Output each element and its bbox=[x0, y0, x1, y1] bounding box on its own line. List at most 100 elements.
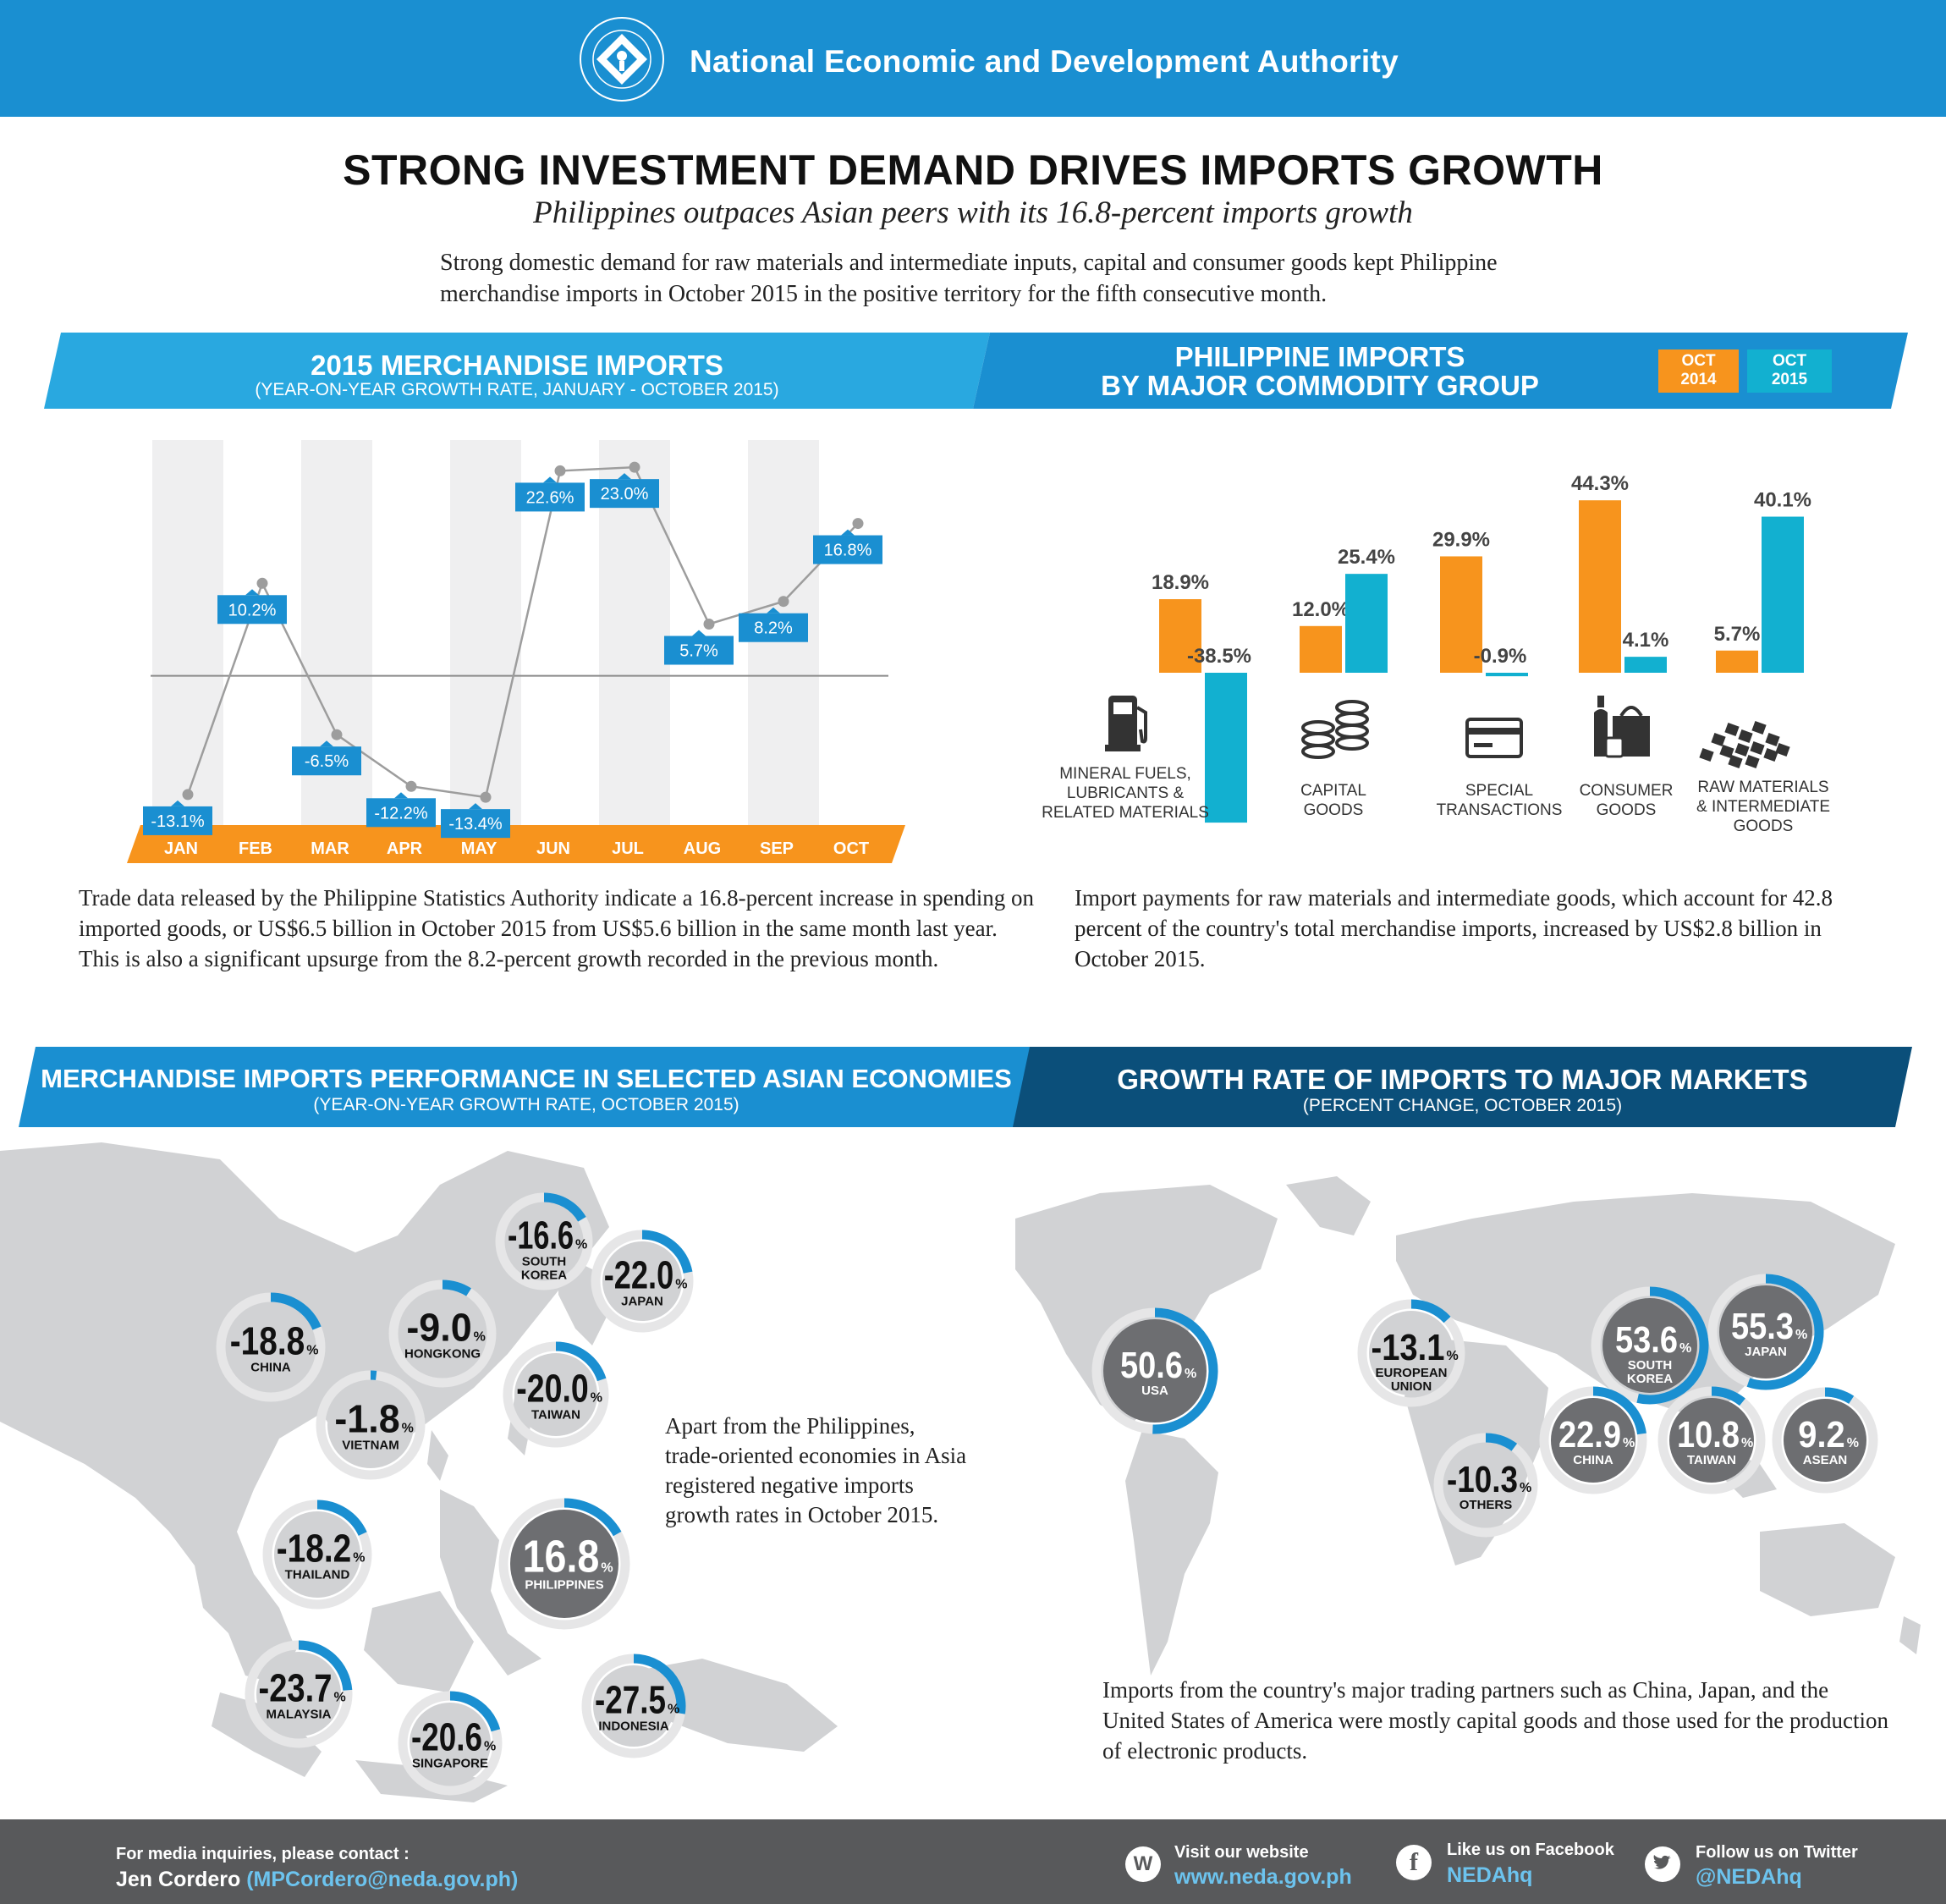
donut-arc bbox=[449, 1691, 501, 1732]
donut-japan: 55.3 % JAPAN bbox=[1707, 1274, 1824, 1390]
donut-core bbox=[1445, 1445, 1526, 1526]
donut-percent-sign: % bbox=[334, 1690, 346, 1704]
legend-2014-line2: 2014 bbox=[1680, 371, 1717, 388]
donut-core bbox=[1369, 1311, 1454, 1395]
category-label: CONSUMER bbox=[1580, 782, 1674, 800]
donut-indonesia: -27.5 % INDONESIA bbox=[581, 1654, 686, 1758]
page-subtitle: Philippines outpaces Asian peers with it… bbox=[533, 195, 1413, 230]
major-markets-text: Imports from the country's major trading… bbox=[1102, 1677, 1889, 1764]
x-tick-label: JUN bbox=[536, 839, 570, 858]
donut-value: 50.6 bbox=[1120, 1345, 1183, 1386]
series-line bbox=[186, 465, 859, 799]
donut-core bbox=[593, 1665, 674, 1747]
category-label: GOODS bbox=[1304, 801, 1364, 819]
category-label: MINERAL FUELS, bbox=[1059, 765, 1191, 783]
donut-arc bbox=[270, 1292, 322, 1330]
column-stripe bbox=[152, 440, 223, 825]
data-label-pointer bbox=[245, 589, 259, 596]
donut-china: -18.8 % CHINA bbox=[216, 1292, 326, 1402]
donut-arc bbox=[1746, 1274, 1824, 1390]
donut-percent-sign: % bbox=[1185, 1367, 1196, 1381]
donut-label: CHINA bbox=[250, 1360, 291, 1374]
category-label: GOODS bbox=[1734, 817, 1794, 835]
donut-percent-sign: % bbox=[1447, 1349, 1459, 1363]
twitter-link[interactable]: @NEDAhq bbox=[1696, 1865, 1802, 1889]
contact-email-link[interactable]: (MPCordero@neda.gov.ph) bbox=[246, 1868, 519, 1891]
donut-label: KOREA bbox=[1627, 1372, 1673, 1386]
legend-oct-2015: OCT 2015 bbox=[1747, 349, 1832, 393]
category-label: RELATED MATERIALS bbox=[1042, 804, 1209, 822]
data-label-box bbox=[366, 798, 436, 828]
donut-label: KOREA bbox=[521, 1268, 567, 1282]
donut-asean: 9.2 % ASEAN bbox=[1772, 1387, 1878, 1494]
data-label-box bbox=[813, 535, 882, 564]
facebook-link[interactable]: NEDAhq bbox=[1447, 1863, 1533, 1887]
commodity-chart-title-line1: PHILIPPINE IMPORTS bbox=[1174, 341, 1465, 372]
donut-core bbox=[602, 1241, 682, 1321]
imports-chart-header: 2015 MERCHANDISE IMPORTS (YEAR-ON-YEAR G… bbox=[44, 333, 990, 409]
legend-2015-line2: 2015 bbox=[1771, 371, 1808, 388]
donut-value: -1.8 bbox=[334, 1396, 399, 1440]
category-label: LUBRICANTS & bbox=[1067, 784, 1185, 802]
donut-percent-sign: % bbox=[1520, 1481, 1531, 1495]
donut-core bbox=[1602, 1298, 1697, 1393]
donut-arc bbox=[316, 1500, 367, 1537]
donut-label: JAPAN bbox=[1745, 1345, 1787, 1359]
donut-percent-sign: % bbox=[1679, 1341, 1691, 1356]
x-tick-label: MAY bbox=[461, 839, 497, 858]
bar-value-label: 5.7% bbox=[1714, 623, 1761, 646]
commodity-chart-title-line2: BY MAJOR COMMODITY GROUP bbox=[1101, 370, 1539, 401]
bar-oct-2015 bbox=[1205, 673, 1247, 823]
donut-philippines: 16.8 % PHILIPPINES bbox=[498, 1498, 630, 1630]
data-label: -13.4% bbox=[448, 815, 503, 834]
commodity-chart-header: PHILIPPINE IMPORTS BY MAJOR COMMODITY GR… bbox=[973, 333, 1908, 409]
bar-value-label: 44.3% bbox=[1571, 474, 1629, 495]
credit-card-icon bbox=[1465, 718, 1523, 758]
donut-label: SOUTH bbox=[1628, 1358, 1673, 1373]
bar-oct-2015 bbox=[1486, 673, 1528, 677]
legend-2015-line1: OCT bbox=[1772, 352, 1807, 370]
donut-percent-sign: % bbox=[675, 1277, 687, 1291]
donut-arc bbox=[442, 1279, 472, 1296]
donut-value: -16.6 bbox=[508, 1213, 574, 1257]
donut-label: PHILIPPINES bbox=[525, 1578, 603, 1593]
data-point bbox=[629, 461, 640, 473]
x-tick-label: FEB bbox=[239, 839, 272, 858]
asian-economies-text: Apart from the Philippines, trade-orient… bbox=[665, 1413, 967, 1527]
donut-arc bbox=[1410, 1299, 1451, 1323]
data-point bbox=[703, 619, 715, 630]
data-label-box bbox=[143, 806, 212, 835]
bar-value-label: 40.1% bbox=[1754, 489, 1811, 512]
x-tick-label: OCT bbox=[833, 839, 869, 858]
website-label: Visit our website bbox=[1174, 1843, 1309, 1862]
neda-seal-icon bbox=[580, 17, 664, 102]
donut-value: -18.8 bbox=[230, 1318, 305, 1362]
donut-percent-sign: % bbox=[1623, 1436, 1635, 1450]
bar-oct-2015 bbox=[1624, 657, 1667, 673]
asian-economies-donuts: -16.6% SOUTH KOREA -22.0% JAPAN -18.8% CHINA -9… bbox=[0, 0, 973, 1819]
asian-economies-title: MERCHANDISE IMPORTS PERFORMANCE IN SELEC… bbox=[41, 1064, 1012, 1093]
data-label-box bbox=[739, 613, 808, 642]
page-title: STRONG INVESTMENT DEMAND DRIVES IMPORTS … bbox=[343, 146, 1603, 194]
donut-core bbox=[510, 1510, 618, 1618]
donut-value: -27.5 bbox=[595, 1677, 666, 1721]
bar-oct-2014 bbox=[1579, 500, 1621, 673]
data-point bbox=[331, 729, 343, 740]
donut-label: VIETNAM bbox=[342, 1438, 399, 1452]
donut-label: SOUTH bbox=[522, 1254, 567, 1268]
donut-percent-sign: % bbox=[591, 1390, 602, 1405]
data-label: 16.8% bbox=[824, 542, 872, 560]
data-label: -13.1% bbox=[151, 812, 205, 831]
donut-value: -20.0 bbox=[516, 1366, 589, 1410]
donut-percent-sign: % bbox=[402, 1421, 414, 1435]
website-link[interactable]: www.neda.gov.ph bbox=[1174, 1865, 1352, 1889]
donut-percent-sign: % bbox=[668, 1702, 679, 1716]
legend-oct-2014: OCT 2014 bbox=[1658, 349, 1739, 393]
facebook-icon: f bbox=[1396, 1845, 1432, 1880]
data-label: 22.6% bbox=[526, 488, 574, 507]
x-tick-label: AUG bbox=[684, 839, 721, 858]
imports-chart-text: Trade data released by the Philippine St… bbox=[79, 885, 1034, 971]
donut-taiwan: -20.0 % TAIWAN bbox=[503, 1341, 609, 1448]
data-label-pointer bbox=[841, 529, 855, 536]
donut-arc bbox=[641, 1230, 693, 1274]
